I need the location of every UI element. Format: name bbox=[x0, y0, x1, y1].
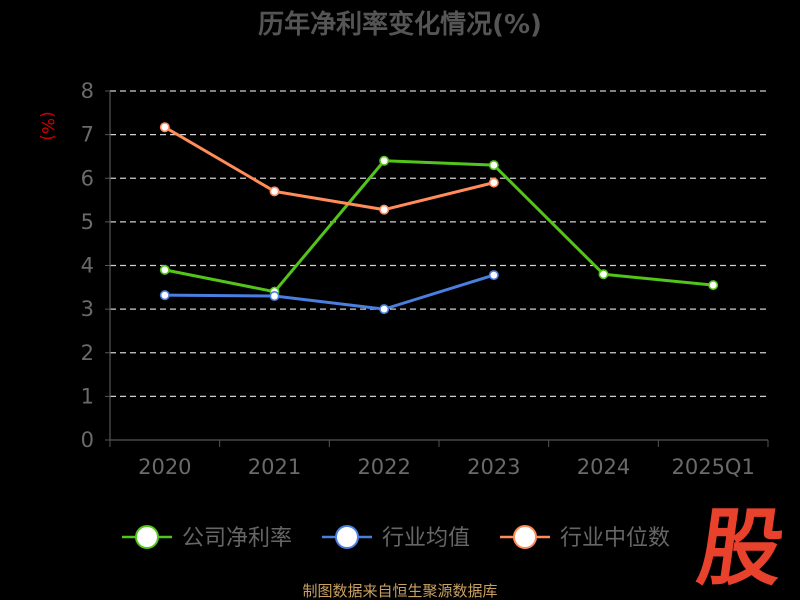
legend-label: 行业中位数 bbox=[560, 526, 670, 551]
series-1 bbox=[159, 155, 719, 297]
x-tick-label: 2021 bbox=[248, 455, 301, 479]
series-2 bbox=[159, 270, 499, 315]
data-point bbox=[488, 270, 499, 281]
legend-item-2[interactable]: 行业均值 bbox=[322, 525, 470, 551]
data-point bbox=[159, 290, 170, 301]
data-point bbox=[379, 204, 390, 215]
y-axis-unit: (%) bbox=[37, 111, 57, 140]
data-point bbox=[269, 186, 280, 197]
series-line bbox=[164, 273, 495, 311]
y-tick-label: 5 bbox=[81, 210, 94, 234]
source-note: 制图数据来自恒生聚源数据库 bbox=[302, 582, 497, 600]
legend-marker bbox=[335, 525, 359, 549]
grid-layer bbox=[110, 90, 768, 398]
y-tick-label: 3 bbox=[81, 297, 94, 321]
y-tick-label: 1 bbox=[81, 384, 94, 408]
legend-marker bbox=[135, 525, 159, 549]
legend-label: 公司净利率 bbox=[182, 526, 292, 551]
y-tick-label: 6 bbox=[81, 166, 94, 190]
y-tick-label: 2 bbox=[81, 341, 94, 365]
data-point bbox=[159, 122, 170, 133]
stock-logo-watermark: 股 bbox=[692, 499, 790, 597]
x-tick-label: 2022 bbox=[357, 455, 410, 479]
data-point bbox=[488, 177, 499, 188]
stock-logo-glyph: 股 bbox=[692, 499, 790, 597]
y-tick-label: 0 bbox=[81, 428, 94, 452]
data-point bbox=[159, 264, 170, 275]
legend-label: 行业均值 bbox=[382, 526, 470, 551]
data-point bbox=[708, 280, 719, 291]
series-3 bbox=[159, 122, 499, 215]
data-point bbox=[598, 269, 609, 280]
series-line bbox=[164, 125, 495, 212]
x-tick-label: 2020 bbox=[138, 455, 191, 479]
x-tick-label: 2023 bbox=[467, 455, 520, 479]
chart-title: 历年净利率变化情况(%) bbox=[258, 9, 542, 40]
data-point bbox=[379, 304, 390, 315]
series-layer bbox=[159, 122, 719, 315]
y-tick-label: 7 bbox=[81, 123, 94, 147]
axis-layer: 0 1 2 3 4 5 6 7 8 2020 2021 2022 2023 2024 2025Q1 bbox=[81, 79, 769, 479]
x-tick-label: 2024 bbox=[577, 455, 630, 479]
legend[interactable]: 公司净利率 行业均值 行业中位数 bbox=[122, 525, 670, 551]
y-tick-label: 4 bbox=[81, 254, 94, 278]
data-point bbox=[488, 160, 499, 171]
series-line bbox=[164, 159, 714, 294]
x-tick-label: 2025Q1 bbox=[671, 455, 754, 479]
legend-item-1[interactable]: 公司净利率 bbox=[122, 525, 292, 551]
data-point bbox=[379, 155, 390, 166]
data-point bbox=[269, 291, 280, 302]
legend-marker bbox=[513, 525, 537, 549]
y-tick-label: 8 bbox=[81, 79, 94, 103]
legend-item-3[interactable]: 行业中位数 bbox=[500, 525, 670, 551]
